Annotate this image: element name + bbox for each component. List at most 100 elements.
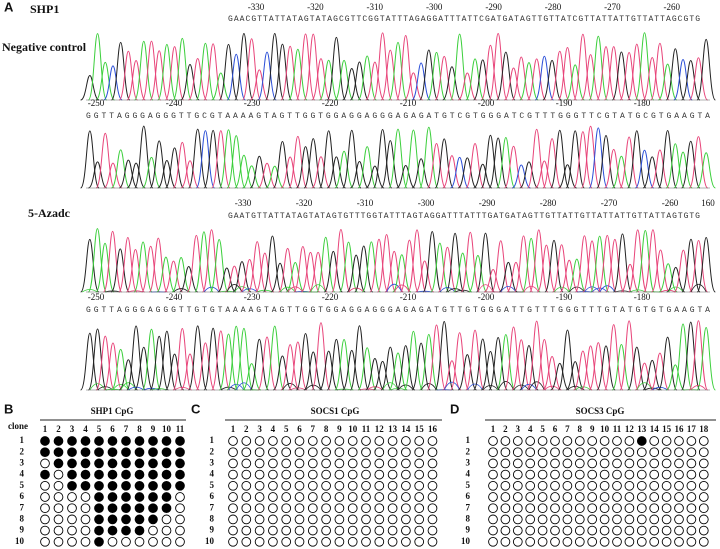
cpg-site bbox=[612, 469, 622, 480]
cpg-site bbox=[525, 458, 536, 469]
clone-number: 3 bbox=[466, 457, 471, 467]
trace-peak bbox=[434, 320, 454, 391]
cpg-site bbox=[321, 492, 331, 502]
position-label: -190 bbox=[556, 98, 573, 108]
cpg-site bbox=[94, 492, 104, 502]
trace-peak bbox=[288, 135, 308, 189]
cpg-site bbox=[488, 458, 498, 469]
trace-peak bbox=[265, 32, 285, 101]
trace-noise bbox=[466, 383, 484, 391]
trace-noise bbox=[599, 285, 616, 293]
trace-peak bbox=[110, 348, 131, 391]
clone-number: 5 bbox=[210, 480, 215, 490]
trace-peak bbox=[597, 234, 617, 293]
cpg-site bbox=[94, 447, 104, 458]
trace-peak bbox=[346, 254, 366, 293]
sequence: GAACGTTATTATAGTATAGCGTTCGGTATTTAGAGGATTT… bbox=[228, 15, 700, 24]
trace-peak bbox=[696, 237, 716, 293]
panel-title: SHP1 CpG bbox=[91, 406, 134, 416]
cpg-site bbox=[550, 492, 560, 502]
trace-peak bbox=[665, 143, 686, 189]
trace-peak bbox=[242, 363, 262, 391]
cpg-site bbox=[686, 436, 697, 446]
trace-peak bbox=[650, 352, 670, 391]
cpg-site bbox=[121, 436, 131, 446]
trace-noise bbox=[174, 386, 191, 391]
cpg-site bbox=[334, 503, 345, 514]
cpg-site bbox=[698, 458, 709, 469]
column-number: 4 bbox=[528, 424, 533, 434]
cpg-site bbox=[387, 503, 398, 514]
cpg-site bbox=[254, 458, 265, 469]
column-number: 11 bbox=[362, 424, 371, 434]
cpg-site bbox=[121, 525, 131, 536]
trace-peak bbox=[658, 263, 678, 293]
trace-peak bbox=[534, 160, 554, 189]
cpg-site bbox=[148, 436, 158, 446]
cpg-site bbox=[321, 458, 331, 469]
trace-peak bbox=[551, 244, 572, 293]
position-label: -330 bbox=[248, 2, 265, 12]
cpg-site bbox=[241, 536, 252, 547]
trace-peak bbox=[242, 165, 262, 189]
trace-peak bbox=[87, 33, 108, 101]
position-label: -310 bbox=[357, 198, 374, 208]
cpg-site bbox=[254, 469, 265, 480]
cpg-site bbox=[574, 536, 585, 547]
trace-noise bbox=[591, 287, 608, 293]
cpg-site bbox=[674, 436, 684, 446]
trace-peak bbox=[365, 61, 385, 101]
cpg-site bbox=[537, 514, 548, 525]
cpg-site bbox=[94, 514, 104, 525]
cpg-site bbox=[500, 514, 511, 525]
trace-peak bbox=[426, 324, 447, 391]
trace-peak bbox=[334, 339, 354, 391]
trace-peak bbox=[95, 132, 115, 189]
cpg-site bbox=[525, 514, 536, 525]
cpg-site bbox=[334, 458, 345, 469]
position-label: -260 bbox=[664, 2, 681, 12]
cpg-site bbox=[321, 503, 331, 514]
trace-peak bbox=[611, 51, 632, 101]
trace-peak bbox=[565, 130, 585, 189]
trace-peak bbox=[521, 237, 541, 293]
cpg-site bbox=[698, 480, 709, 491]
trace-peak bbox=[249, 155, 269, 189]
panel-label: A bbox=[4, 0, 14, 14]
cpg-site bbox=[574, 525, 585, 536]
cpg-site bbox=[228, 447, 238, 458]
cpg-site bbox=[40, 469, 50, 480]
cpg-site bbox=[488, 536, 498, 547]
cpg-site bbox=[488, 514, 498, 525]
cpg-site bbox=[134, 514, 145, 525]
cpg-site bbox=[361, 447, 371, 458]
cpg-site bbox=[281, 469, 292, 480]
cpg-site bbox=[241, 492, 252, 502]
column-number: 4 bbox=[271, 424, 276, 434]
trace-peak bbox=[657, 63, 678, 101]
cpg-site bbox=[268, 436, 278, 446]
cpg-site bbox=[562, 536, 573, 547]
position-label: -200 bbox=[478, 292, 495, 302]
position-label: -200 bbox=[478, 98, 495, 108]
clone-number: 6 bbox=[466, 491, 471, 501]
cpg-site bbox=[686, 469, 697, 480]
trace-peak bbox=[270, 262, 290, 293]
trace-noise bbox=[447, 288, 463, 293]
position-label: -320 bbox=[307, 2, 324, 12]
cpg-site bbox=[599, 536, 610, 547]
cpg-site bbox=[612, 525, 622, 536]
trace-peak bbox=[369, 238, 389, 293]
cpg-site bbox=[550, 436, 560, 446]
gene-label: SHP1 bbox=[30, 2, 59, 16]
trace-noise bbox=[279, 286, 296, 293]
cpg-site bbox=[134, 447, 145, 458]
trace-peak bbox=[634, 149, 655, 189]
cpg-site bbox=[80, 525, 91, 536]
trace-peak bbox=[133, 241, 153, 293]
cpg-site bbox=[134, 469, 145, 480]
cpg-site bbox=[80, 458, 91, 469]
cpg-site bbox=[107, 536, 118, 547]
trace-peak bbox=[411, 158, 431, 189]
